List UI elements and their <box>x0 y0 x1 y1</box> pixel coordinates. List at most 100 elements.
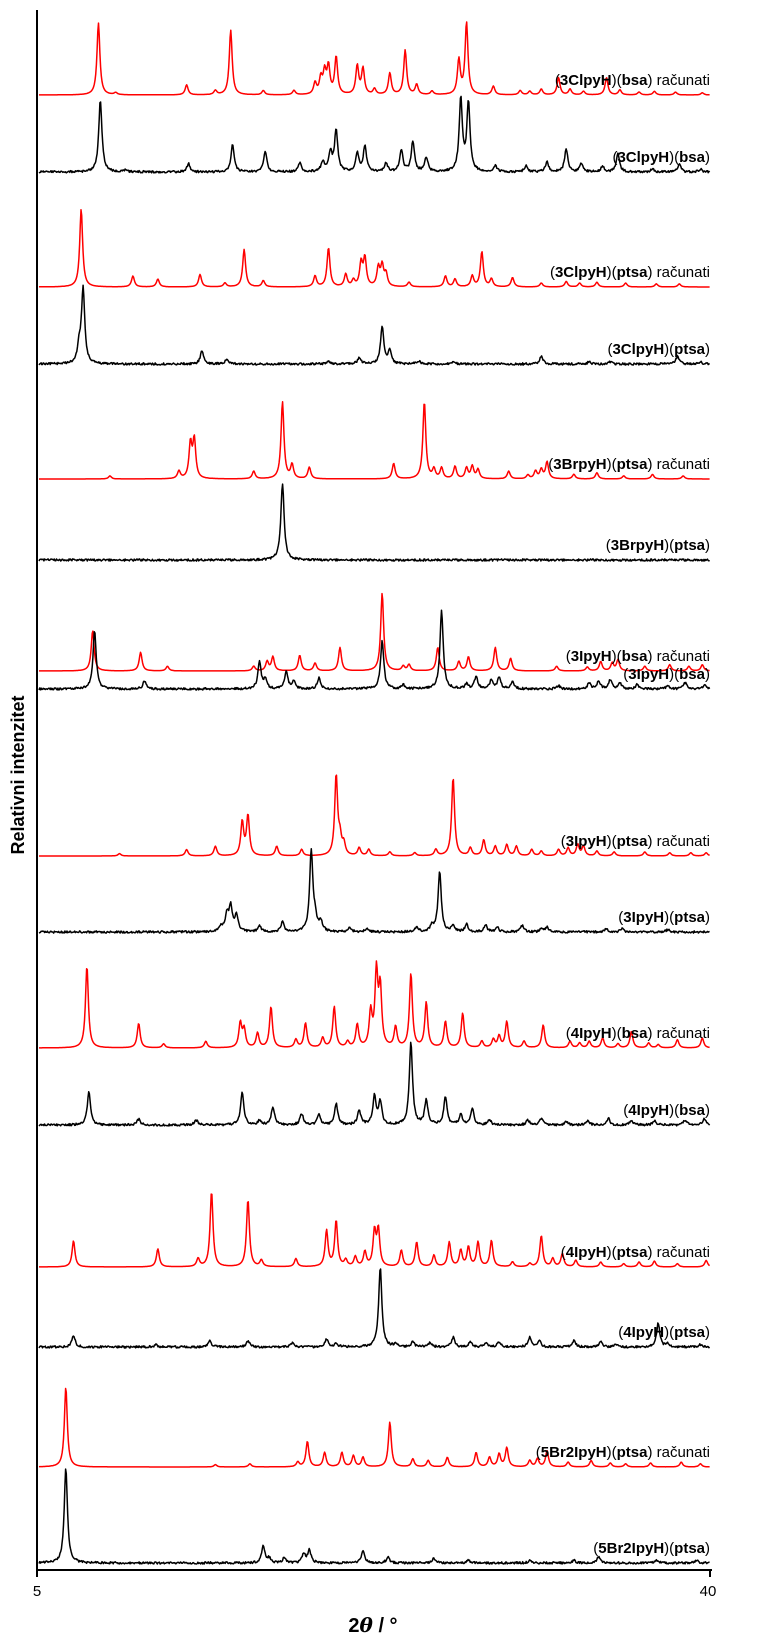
series-label-part: ) <box>705 341 710 358</box>
series-label-part: 4IpyH <box>628 1102 669 1119</box>
x-tick-label-5: 5 <box>33 1583 41 1600</box>
series-label-8: (3IpyH)(bsa) <box>623 666 710 683</box>
series-label-1: (3ClpyH)(bsa) računati <box>555 72 710 89</box>
series-label-part: ptsa <box>674 909 706 926</box>
series-label-part: 3IpyH <box>566 833 607 850</box>
series-line-12 <box>38 1041 711 1127</box>
series-label-part: bsa <box>622 72 649 89</box>
series-layer <box>38 21 711 1565</box>
series-label-part: )( <box>664 1324 674 1341</box>
series-line-4 <box>38 284 711 366</box>
series-label-14: (4IpyH)(ptsa) <box>618 1324 710 1341</box>
series-label-part: ptsa <box>617 1244 649 1261</box>
series-label-part: 3IpyH <box>571 648 612 665</box>
series-label-part: 3BrpyH <box>553 456 606 473</box>
series-label-part: )( <box>612 1025 622 1042</box>
series-label-part: ( <box>623 666 628 683</box>
series-label-part: )( <box>612 72 622 89</box>
series-label-4: (3ClpyH)(ptsa) <box>607 341 710 358</box>
series-line-13 <box>38 1193 711 1268</box>
series-label-12: (4IpyH)(bsa) <box>623 1102 710 1119</box>
series-label-15: (5Br2IpyH)(ptsa) računati <box>536 1444 710 1461</box>
series-label-9: (3IpyH)(ptsa) računati <box>561 833 710 850</box>
series-line-6 <box>38 483 710 562</box>
series-label-5: (3BrpyH)(ptsa) računati <box>548 456 710 473</box>
series-label-part: )( <box>612 648 622 665</box>
series-label-part: 3ClpyH <box>612 341 664 358</box>
x-axis-title-theta: θ <box>360 1613 374 1637</box>
series-label-part: ) računati <box>647 1444 710 1461</box>
series-line-10 <box>38 848 710 934</box>
series-label-part: )( <box>607 833 617 850</box>
x-axis-title-main: 2 <box>348 1615 359 1637</box>
series-label-part: ptsa <box>617 264 649 281</box>
series-label-part: ( <box>623 1102 628 1119</box>
series-label-3: (3ClpyH)(ptsa) računati <box>550 264 710 281</box>
series-label-part: ) <box>705 666 710 683</box>
y-axis-title: Relativni intenzitet <box>8 695 28 854</box>
series-label-16: (5Br2IpyH)(ptsa) <box>593 1540 710 1557</box>
series-label-part: ) računati <box>647 264 710 281</box>
series-label-11: (4IpyH)(bsa) računati <box>566 1025 710 1042</box>
series-label-part: )( <box>607 1244 617 1261</box>
series-label-part: ( <box>618 909 623 926</box>
series-label-part: ptsa <box>674 1540 706 1557</box>
series-label-part: )( <box>664 341 674 358</box>
series-label-part: ) <box>705 1324 710 1341</box>
series-label-part: ptsa <box>617 833 649 850</box>
series-label-part: ) računati <box>647 1244 710 1261</box>
series-line-8 <box>38 609 711 691</box>
series-label-part: 4IpyH <box>571 1025 612 1042</box>
series-label-part: ( <box>548 456 553 473</box>
series-line-2 <box>38 95 711 174</box>
series-label-part: ptsa <box>674 537 706 554</box>
series-label-part: ) računati <box>647 1025 710 1042</box>
series-label-part: ) <box>705 909 710 926</box>
series-line-16 <box>38 1468 710 1565</box>
series-label-13: (4IpyH)(ptsa) računati <box>561 1244 710 1261</box>
series-label-part: ( <box>593 1540 598 1557</box>
series-line-9 <box>38 774 710 857</box>
series-label-part: bsa <box>679 666 706 683</box>
series-label-part: ( <box>555 72 560 89</box>
series-line-3 <box>38 209 710 288</box>
series-label-part: )( <box>669 666 679 683</box>
series-label-part: ( <box>607 341 612 358</box>
series-label-part: ( <box>566 1025 571 1042</box>
series-label-part: 3IpyH <box>628 666 669 683</box>
series-label-part: ( <box>612 149 617 166</box>
series-label-part: )( <box>669 149 679 166</box>
series-line-7 <box>38 592 710 672</box>
series-label-part: ptsa <box>674 341 706 358</box>
series-label-part: )( <box>664 1540 674 1557</box>
series-label-part: 3ClpyH <box>617 149 669 166</box>
series-label-part: ptsa <box>674 1324 706 1341</box>
series-label-2: (3ClpyH)(bsa) <box>612 149 710 166</box>
series-label-part: ( <box>536 1444 541 1461</box>
series-label-10: (3IpyH)(ptsa) <box>618 909 710 926</box>
series-label-part: )( <box>664 537 674 554</box>
series-label-part: 3ClpyH <box>560 72 612 89</box>
x-axis-title: 2θ / ° <box>348 1613 397 1637</box>
series-label-part: )( <box>664 909 674 926</box>
label-layer: (3ClpyH)(bsa) računati(3ClpyH)(bsa)(3Clp… <box>536 72 710 1557</box>
series-label-part: bsa <box>622 648 649 665</box>
x-tick-label-40: 40 <box>700 1583 717 1600</box>
series-label-part: 3ClpyH <box>555 264 607 281</box>
series-label-part: ( <box>606 537 611 554</box>
series-label-part: ) računati <box>647 833 710 850</box>
series-label-part: )( <box>669 1102 679 1119</box>
series-line-11 <box>38 960 710 1049</box>
series-label-part: )( <box>607 456 617 473</box>
series-label-part: 5Br2IpyH <box>541 1444 607 1461</box>
series-label-part: ( <box>561 1244 566 1261</box>
series-label-part: ) računati <box>647 456 710 473</box>
series-label-part: )( <box>607 264 617 281</box>
series-label-part: bsa <box>622 1025 649 1042</box>
series-label-part: ) računati <box>647 72 710 89</box>
series-label-part: ( <box>550 264 555 281</box>
series-label-part: 3BrpyH <box>611 537 664 554</box>
series-label-part: ptsa <box>617 1444 649 1461</box>
series-label-part: 4IpyH <box>623 1324 664 1341</box>
